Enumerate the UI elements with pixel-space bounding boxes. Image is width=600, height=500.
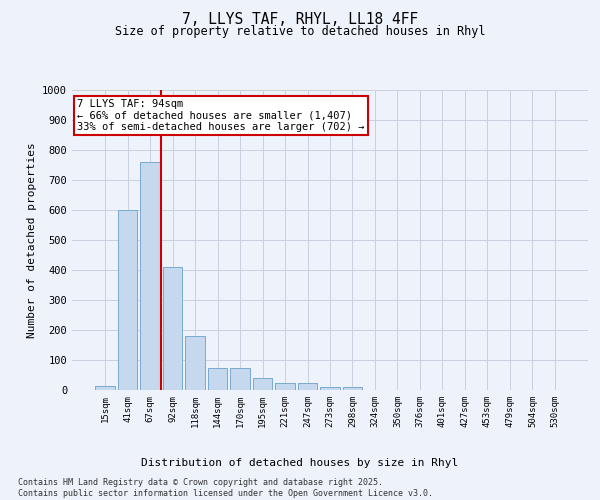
Y-axis label: Number of detached properties: Number of detached properties [26,142,37,338]
Text: Size of property relative to detached houses in Rhyl: Size of property relative to detached ho… [115,25,485,38]
Bar [298,382,317,390]
Bar [275,382,295,390]
Bar [118,210,137,390]
Bar [140,162,160,390]
Bar [163,267,182,390]
Bar [95,386,115,390]
Bar [208,368,227,390]
Text: Distribution of detached houses by size in Rhyl: Distribution of detached houses by size … [142,458,458,468]
Text: 7 LLYS TAF: 94sqm
← 66% of detached houses are smaller (1,407)
33% of semi-detac: 7 LLYS TAF: 94sqm ← 66% of detached hous… [77,99,365,132]
Bar [230,368,250,390]
Bar [343,387,362,390]
Text: 7, LLYS TAF, RHYL, LL18 4FF: 7, LLYS TAF, RHYL, LL18 4FF [182,12,418,28]
Text: Contains HM Land Registry data © Crown copyright and database right 2025.
Contai: Contains HM Land Registry data © Crown c… [18,478,433,498]
Bar [320,387,340,390]
Bar [185,336,205,390]
Bar [253,378,272,390]
